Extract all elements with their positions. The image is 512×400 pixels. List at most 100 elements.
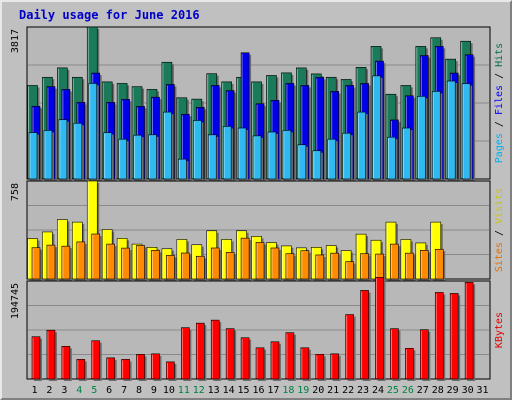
x-tick-label-day-2: 2 — [46, 385, 52, 396]
x-tick-label-day-14: 14 — [223, 385, 235, 396]
x-tick-label-day-1: 1 — [31, 385, 37, 396]
x-tick-label-day-16: 16 — [252, 385, 264, 396]
bar-kbytes-day-2 — [46, 329, 57, 381]
bar-pages-day-28 — [431, 91, 443, 181]
bar-kbytes-day-17 — [270, 341, 281, 381]
bar-sites-day-25 — [390, 243, 401, 281]
bar-pages-day-11 — [178, 158, 189, 181]
bar-kbytes-day-11 — [181, 327, 192, 381]
legend-hits: Hits — [494, 43, 505, 67]
bar-pages-day-10 — [163, 111, 174, 181]
bar-sites-day-27 — [420, 249, 431, 281]
x-tick-label-day-22: 22 — [342, 385, 354, 396]
legend-visits: Visits — [494, 188, 505, 224]
bar-kbytes-day-8 — [136, 354, 147, 381]
legend-separator: / — [494, 115, 505, 133]
bar-sites-day-10 — [166, 255, 177, 281]
bar-pages-day-2 — [43, 130, 54, 181]
x-tick-label-day-9: 9 — [151, 385, 157, 396]
bar-pages-day-26 — [402, 127, 413, 181]
bar-pages-day-5 — [88, 83, 99, 181]
kbytes-panel-ymax-label: 194745 — [10, 283, 21, 319]
bar-sites-day-12 — [195, 255, 207, 281]
x-tick-label-day-23: 23 — [357, 385, 369, 396]
bar-sites-day-28 — [434, 248, 446, 281]
chart-title: Daily usage for June 2016 — [19, 8, 200, 22]
bar-kbytes-day-6 — [106, 357, 117, 381]
x-tick-label-day-28: 28 — [432, 385, 444, 396]
visits-sites-panel-ymax-label: 758 — [10, 183, 21, 201]
legend-sites: Sites — [494, 242, 505, 272]
bar-pages-day-29 — [446, 80, 458, 181]
bar-kbytes-day-15 — [240, 337, 252, 381]
x-tick-label-day-8: 8 — [136, 385, 142, 396]
bar-kbytes-day-7 — [121, 359, 132, 381]
bar-sites-day-11 — [181, 252, 192, 281]
bar-kbytes-day-27 — [420, 329, 431, 381]
bar-pages-day-3 — [58, 119, 69, 181]
legend-files: Files — [494, 85, 505, 115]
x-tick-label-day-3: 3 — [61, 385, 67, 396]
bar-sites-day-15 — [240, 237, 252, 281]
x-tick-label-day-25: 25 — [387, 385, 399, 396]
bar-pages-day-21 — [327, 138, 338, 181]
x-tick-label-day-29: 29 — [447, 385, 459, 396]
bar-pages-day-17 — [267, 131, 278, 181]
bar-sites-day-20 — [315, 254, 326, 281]
hits-files-pages-panel-legend: Pages / Files / Hits — [494, 43, 505, 163]
x-tick-label-day-12: 12 — [193, 385, 205, 396]
x-tick-label-day-30: 30 — [462, 385, 474, 396]
bar-pages-day-1 — [28, 132, 39, 181]
bar-pages-day-22 — [342, 132, 353, 181]
x-tick-label-day-11: 11 — [178, 385, 190, 396]
bar-kbytes-day-25 — [390, 328, 401, 381]
kbytes-panel-legend: KBytes — [494, 312, 505, 348]
bar-kbytes-day-1 — [31, 336, 42, 381]
legend-separator: / — [494, 67, 505, 85]
visits-sites-panel-legend: Sites / Visits — [494, 188, 505, 272]
legend-kbytes: KBytes — [494, 312, 505, 348]
bar-pages-day-12 — [192, 120, 204, 181]
bar-kbytes-day-28 — [434, 292, 446, 381]
bar-kbytes-day-12 — [195, 322, 207, 381]
bar-pages-day-25 — [387, 136, 398, 181]
bar-sites-day-14 — [225, 252, 237, 281]
bar-sites-day-5 — [91, 233, 102, 281]
x-tick-label-day-7: 7 — [121, 385, 127, 396]
bar-pages-day-27 — [417, 96, 428, 181]
bar-pages-day-14 — [222, 126, 234, 181]
bar-pages-day-23 — [357, 111, 368, 181]
bar-sites-day-4 — [76, 241, 87, 281]
bar-kbytes-day-29 — [449, 293, 461, 381]
x-tick-label-day-26: 26 — [402, 385, 414, 396]
bar-pages-day-15 — [237, 127, 249, 181]
bar-pages-day-16 — [252, 135, 264, 181]
bar-kbytes-day-9 — [151, 353, 162, 381]
x-tick-label-day-19: 19 — [297, 385, 309, 396]
x-tick-label-day-13: 13 — [208, 385, 220, 396]
bar-sites-day-22 — [345, 261, 356, 281]
x-tick-label-day-15: 15 — [238, 385, 250, 396]
bar-kbytes-day-18 — [285, 332, 296, 381]
bar-sites-day-26 — [405, 252, 416, 281]
bar-pages-day-20 — [312, 150, 323, 181]
x-tick-label-day-10: 10 — [163, 385, 175, 396]
bar-sites-day-7 — [121, 247, 132, 281]
bar-kbytes-day-26 — [405, 348, 416, 381]
bar-sites-day-24 — [375, 253, 386, 281]
x-tick-label-day-4: 4 — [76, 385, 82, 396]
bar-kbytes-day-20 — [315, 354, 326, 381]
legend-separator: / — [494, 224, 505, 242]
legend-pages: Pages — [494, 133, 505, 163]
bar-kbytes-day-3 — [61, 345, 72, 381]
x-tick-label-day-17: 17 — [267, 385, 279, 396]
bar-pages-day-18 — [282, 130, 293, 181]
bar-pages-day-30 — [461, 83, 473, 181]
bar-sites-day-3 — [61, 245, 72, 281]
hits-files-pages-panel-ymax-label: 3817 — [10, 29, 21, 53]
bar-kbytes-day-14 — [225, 328, 237, 381]
bar-sites-day-17 — [270, 247, 281, 281]
bar-kbytes-day-16 — [255, 347, 267, 381]
bar-kbytes-day-13 — [210, 319, 222, 381]
